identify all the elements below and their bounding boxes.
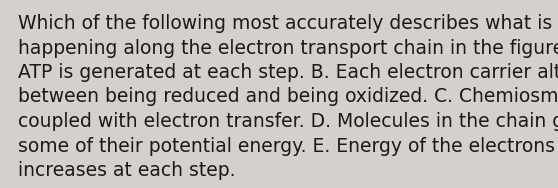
Text: between being reduced and being oxidized. C. Chemiosmosis is: between being reduced and being oxidized… [18,87,558,106]
Text: coupled with electron transfer. D. Molecules in the chain give up: coupled with electron transfer. D. Molec… [18,112,558,131]
Text: some of their potential energy. E. Energy of the electrons: some of their potential energy. E. Energ… [18,136,555,155]
Text: ATP is generated at each step. B. Each electron carrier alternates: ATP is generated at each step. B. Each e… [18,63,558,82]
Text: happening along the electron transport chain in the figure? A.: happening along the electron transport c… [18,39,558,58]
Text: increases at each step.: increases at each step. [18,161,235,180]
Text: Which of the following most accurately describes what is: Which of the following most accurately d… [18,14,552,33]
